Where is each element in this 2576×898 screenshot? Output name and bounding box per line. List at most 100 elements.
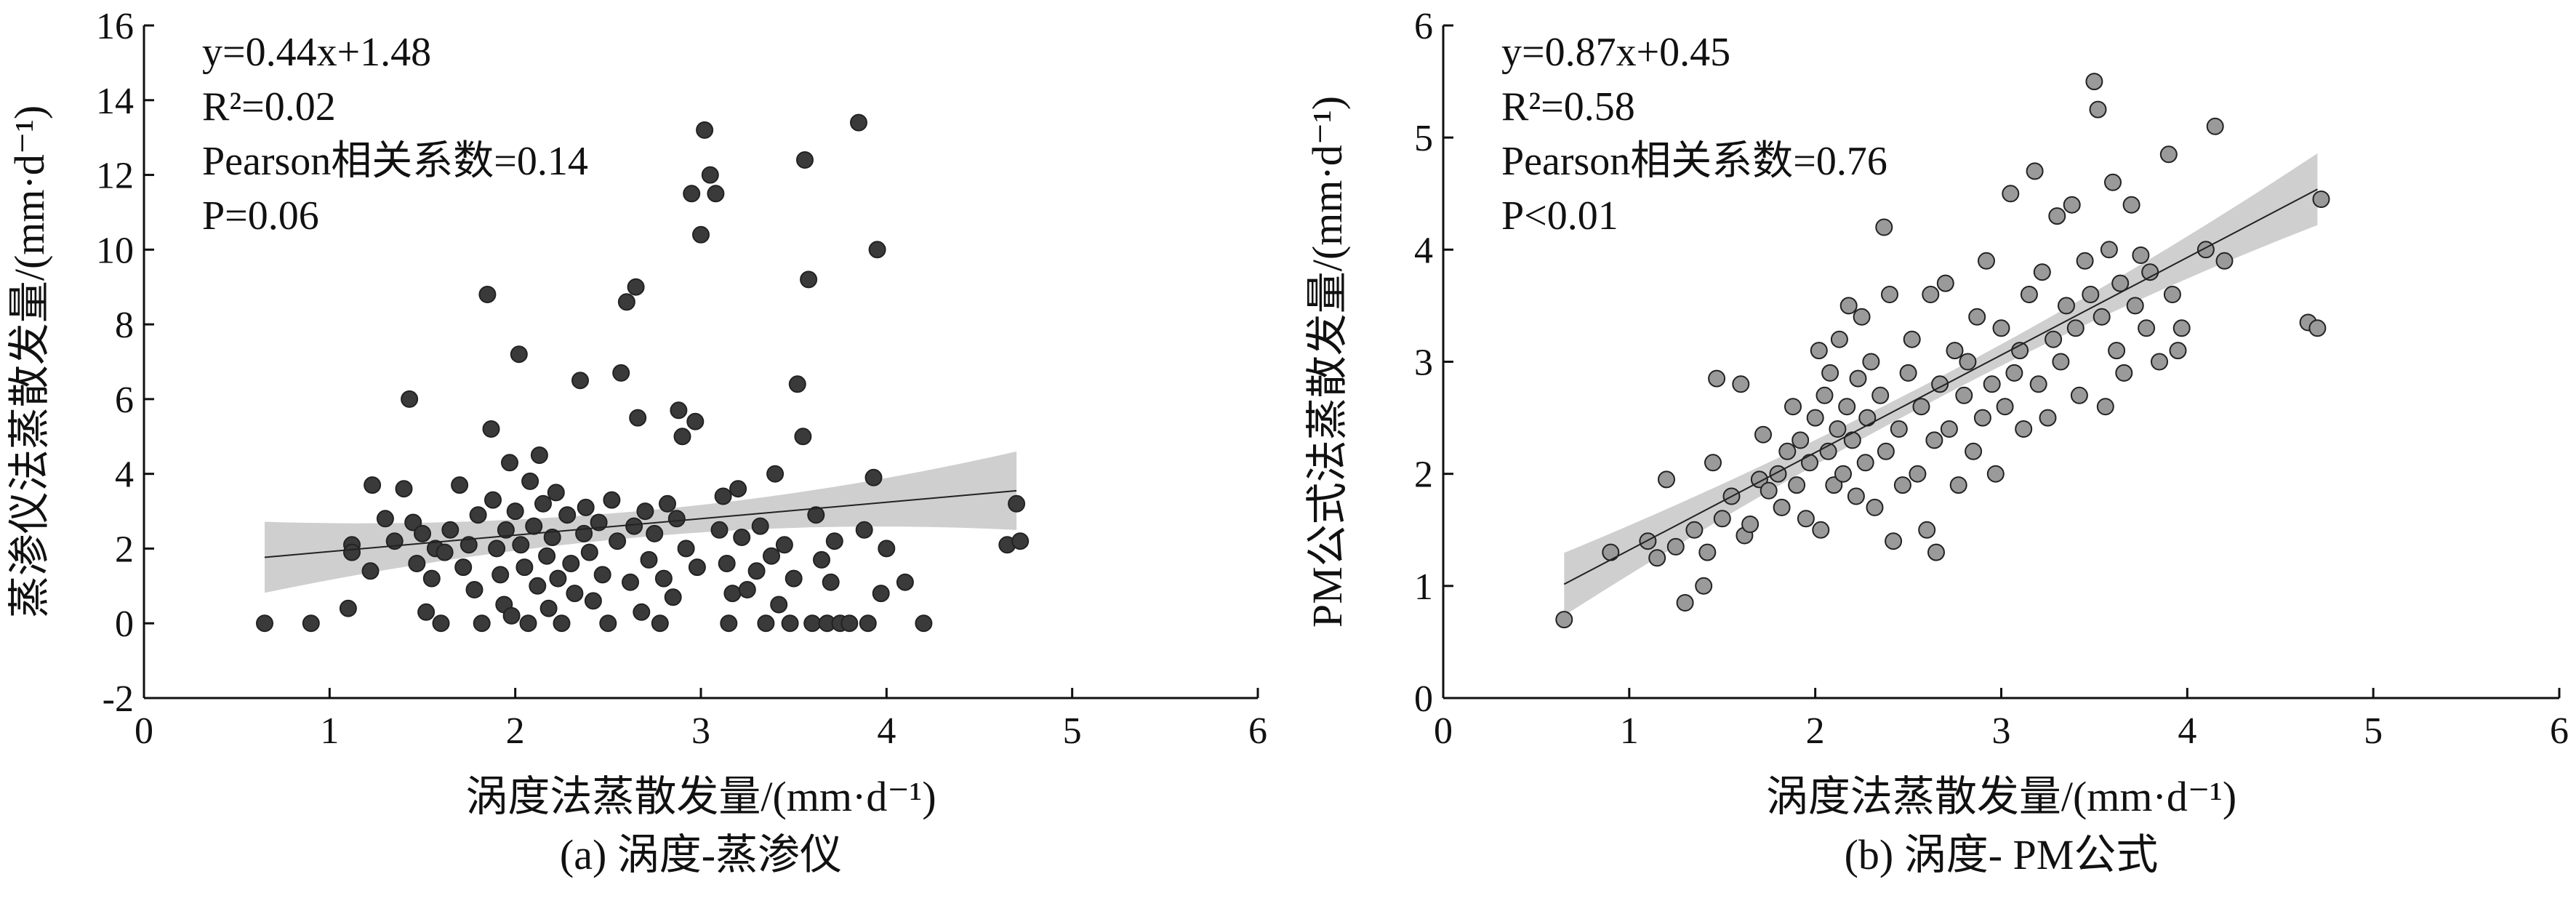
data-point-14 (414, 524, 431, 542)
data-point-15 (1732, 375, 1750, 393)
data-point-89 (707, 185, 725, 203)
data-point-4 (1648, 549, 1666, 567)
data-point-99 (2093, 308, 2111, 326)
data-point-46 (538, 547, 556, 565)
data-point-109 (796, 151, 814, 169)
data-point-94 (723, 585, 742, 603)
x-tick-label-3: 3 (691, 710, 710, 752)
data-point-45 (534, 494, 552, 513)
data-point-58 (580, 543, 598, 561)
data-point-25 (1788, 476, 1806, 494)
data-point-85 (2029, 375, 2047, 393)
data-point-38 (1834, 465, 1852, 483)
data-point-40 (1839, 297, 1858, 315)
data-point-27 (478, 286, 497, 303)
data-point-97 (738, 581, 756, 598)
data-point-112 (2159, 145, 2178, 164)
data-point-78 (664, 588, 682, 606)
data-point-120 (855, 521, 873, 539)
data-point-53 (1885, 532, 1903, 550)
data-point-107 (788, 375, 806, 393)
data-point-50 (549, 569, 567, 588)
data-point-11 (401, 390, 419, 408)
data-point-55 (571, 372, 589, 390)
data-point-80 (2005, 364, 2023, 382)
data-point-120 (2308, 319, 2327, 337)
data-point-46 (1858, 409, 1877, 427)
data-point-78 (1996, 398, 2014, 416)
y-tick-label-6: 6 (1414, 6, 1433, 47)
data-point-20 (441, 521, 460, 539)
data-point-68 (1949, 476, 1967, 494)
data-point-12 (404, 513, 422, 532)
equation-annotation: y=0.87x+0.45 (1501, 30, 1730, 75)
data-point-91 (714, 487, 732, 505)
data-point-115 (2172, 319, 2191, 337)
data-point-83 (683, 185, 701, 203)
data-point-100 (2096, 398, 2114, 416)
x-tick-label-0: 0 (1434, 710, 1453, 752)
data-point-104 (775, 536, 793, 554)
data-point-71 (633, 603, 651, 621)
chart-panel-b: 0 1 2 3 4 5 6 0 1 2 3 4 5 6 涡度法蒸散发量/(mm·d⁻¹) PM公式法蒸散发量/… (1304, 6, 2569, 878)
data-point-8 (376, 510, 394, 528)
data-point-52 (1881, 286, 1898, 303)
data-point-61 (1922, 286, 1940, 303)
data-point-79 (667, 510, 686, 528)
data-point-43 (529, 577, 547, 595)
r2-annotation: R²=0.02 (202, 84, 336, 129)
data-point-70 (1959, 353, 1977, 371)
data-point-67 (622, 573, 639, 591)
data-point-112 (807, 506, 825, 524)
data-point-23 (1778, 442, 1797, 460)
y-tick-label-8: 8 (115, 305, 134, 346)
data-point-84 (686, 412, 705, 430)
data-point-39 (515, 558, 534, 577)
data-point-54 (566, 585, 584, 603)
data-point-21 (1769, 465, 1787, 483)
data-point-7 (364, 476, 382, 494)
data-point-101 (2100, 241, 2118, 259)
data-point-106 (2122, 196, 2140, 214)
data-point-74 (646, 524, 664, 542)
data-point-57 (577, 498, 595, 516)
data-point-34 (501, 454, 518, 472)
data-point-113 (813, 550, 830, 569)
x-tick-label-1: 1 (1620, 710, 1639, 752)
y-axis-title: 蒸渗仪法蒸散发量/(mm·d⁻¹) (6, 105, 53, 618)
data-point-75 (1983, 375, 2001, 393)
data-point-62 (1925, 431, 1943, 449)
data-point-105 (2115, 364, 2133, 382)
data-point-26 (1791, 431, 1810, 449)
y-tick-label-6: 6 (115, 380, 134, 421)
data-point-129 (1008, 494, 1026, 513)
data-point-40 (519, 614, 537, 633)
x-tick-label-5: 5 (2364, 710, 2383, 752)
data-point-10 (395, 480, 413, 498)
x-axis-title: 涡度法蒸散发量/(mm·d⁻¹) (1766, 773, 2236, 820)
data-point-20 (1760, 481, 1778, 500)
data-point-81 (673, 428, 691, 446)
data-point-26 (473, 614, 491, 633)
data-point-9 (1695, 577, 1713, 595)
data-point-77 (1992, 319, 2010, 337)
data-point-113 (2163, 286, 2181, 303)
y-tick-label-16: 16 (96, 6, 134, 47)
data-point-74 (1978, 252, 1995, 270)
data-point-42 (1847, 487, 1865, 505)
data-point-36 (1829, 420, 1847, 438)
data-point-95 (729, 480, 747, 498)
regression-line (1563, 188, 2318, 585)
data-point-41 (1843, 431, 1861, 449)
data-point-58 (1909, 465, 1927, 483)
data-point-2 (302, 614, 320, 633)
data-point-124 (872, 585, 890, 603)
data-point-6 (1666, 537, 1685, 556)
data-point-119 (850, 113, 867, 132)
data-point-76 (1986, 465, 2005, 483)
data-point-88 (701, 166, 719, 184)
data-point-103 (770, 596, 788, 614)
data-point-96 (2082, 286, 2100, 303)
